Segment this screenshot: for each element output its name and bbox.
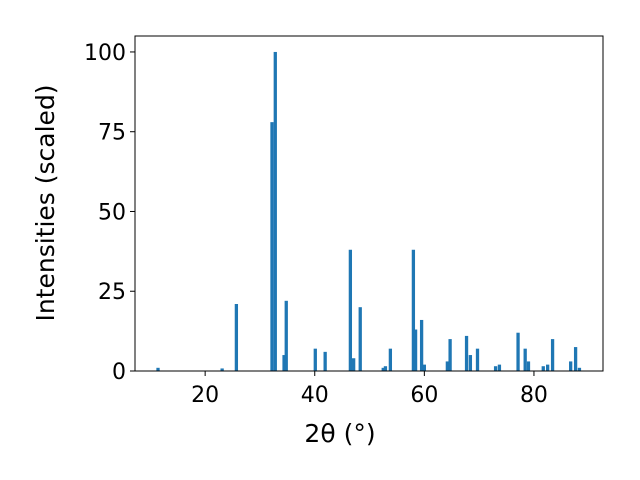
bar bbox=[569, 361, 573, 371]
bar bbox=[388, 348, 393, 371]
bar bbox=[550, 339, 555, 371]
bar bbox=[234, 304, 239, 371]
plot-frame bbox=[134, 35, 604, 372]
y-tick-label: 25 bbox=[98, 280, 126, 305]
bar bbox=[381, 367, 385, 371]
bar bbox=[220, 368, 224, 371]
y-tick-label: 100 bbox=[84, 41, 126, 66]
bar bbox=[523, 348, 527, 371]
bar bbox=[577, 367, 582, 371]
bar bbox=[323, 351, 327, 371]
bar bbox=[526, 361, 531, 371]
bar bbox=[413, 329, 418, 371]
y-tick-label: 0 bbox=[112, 360, 126, 385]
bar bbox=[546, 364, 550, 371]
bar bbox=[156, 367, 160, 371]
bar bbox=[445, 361, 450, 371]
bar bbox=[475, 348, 480, 371]
bar bbox=[270, 122, 274, 372]
bar bbox=[541, 366, 545, 371]
y-tick-label: 75 bbox=[98, 121, 126, 146]
bar bbox=[516, 332, 520, 371]
bar bbox=[352, 358, 356, 371]
bar bbox=[284, 300, 288, 371]
y-tick-label: 50 bbox=[98, 200, 126, 225]
x-tick-label: 60 bbox=[410, 383, 438, 408]
bar bbox=[358, 307, 362, 371]
bar bbox=[313, 348, 317, 371]
bar bbox=[383, 366, 388, 371]
bar bbox=[348, 249, 353, 371]
bar bbox=[411, 249, 416, 371]
bar bbox=[497, 364, 502, 371]
x-tick-label: 40 bbox=[301, 383, 329, 408]
bar bbox=[282, 355, 286, 371]
bar bbox=[573, 347, 578, 371]
bar bbox=[464, 335, 469, 371]
y-axis-label: Intensities (scaled) bbox=[31, 84, 60, 321]
bar bbox=[419, 319, 424, 371]
x-tick-label: 80 bbox=[520, 383, 548, 408]
bar bbox=[422, 364, 426, 371]
bar bbox=[493, 366, 498, 371]
x-tick-label: 20 bbox=[191, 383, 219, 408]
x-axis-label: 2θ (°) bbox=[304, 419, 375, 448]
bar bbox=[273, 51, 277, 371]
bar bbox=[448, 339, 452, 371]
bar bbox=[468, 355, 473, 371]
